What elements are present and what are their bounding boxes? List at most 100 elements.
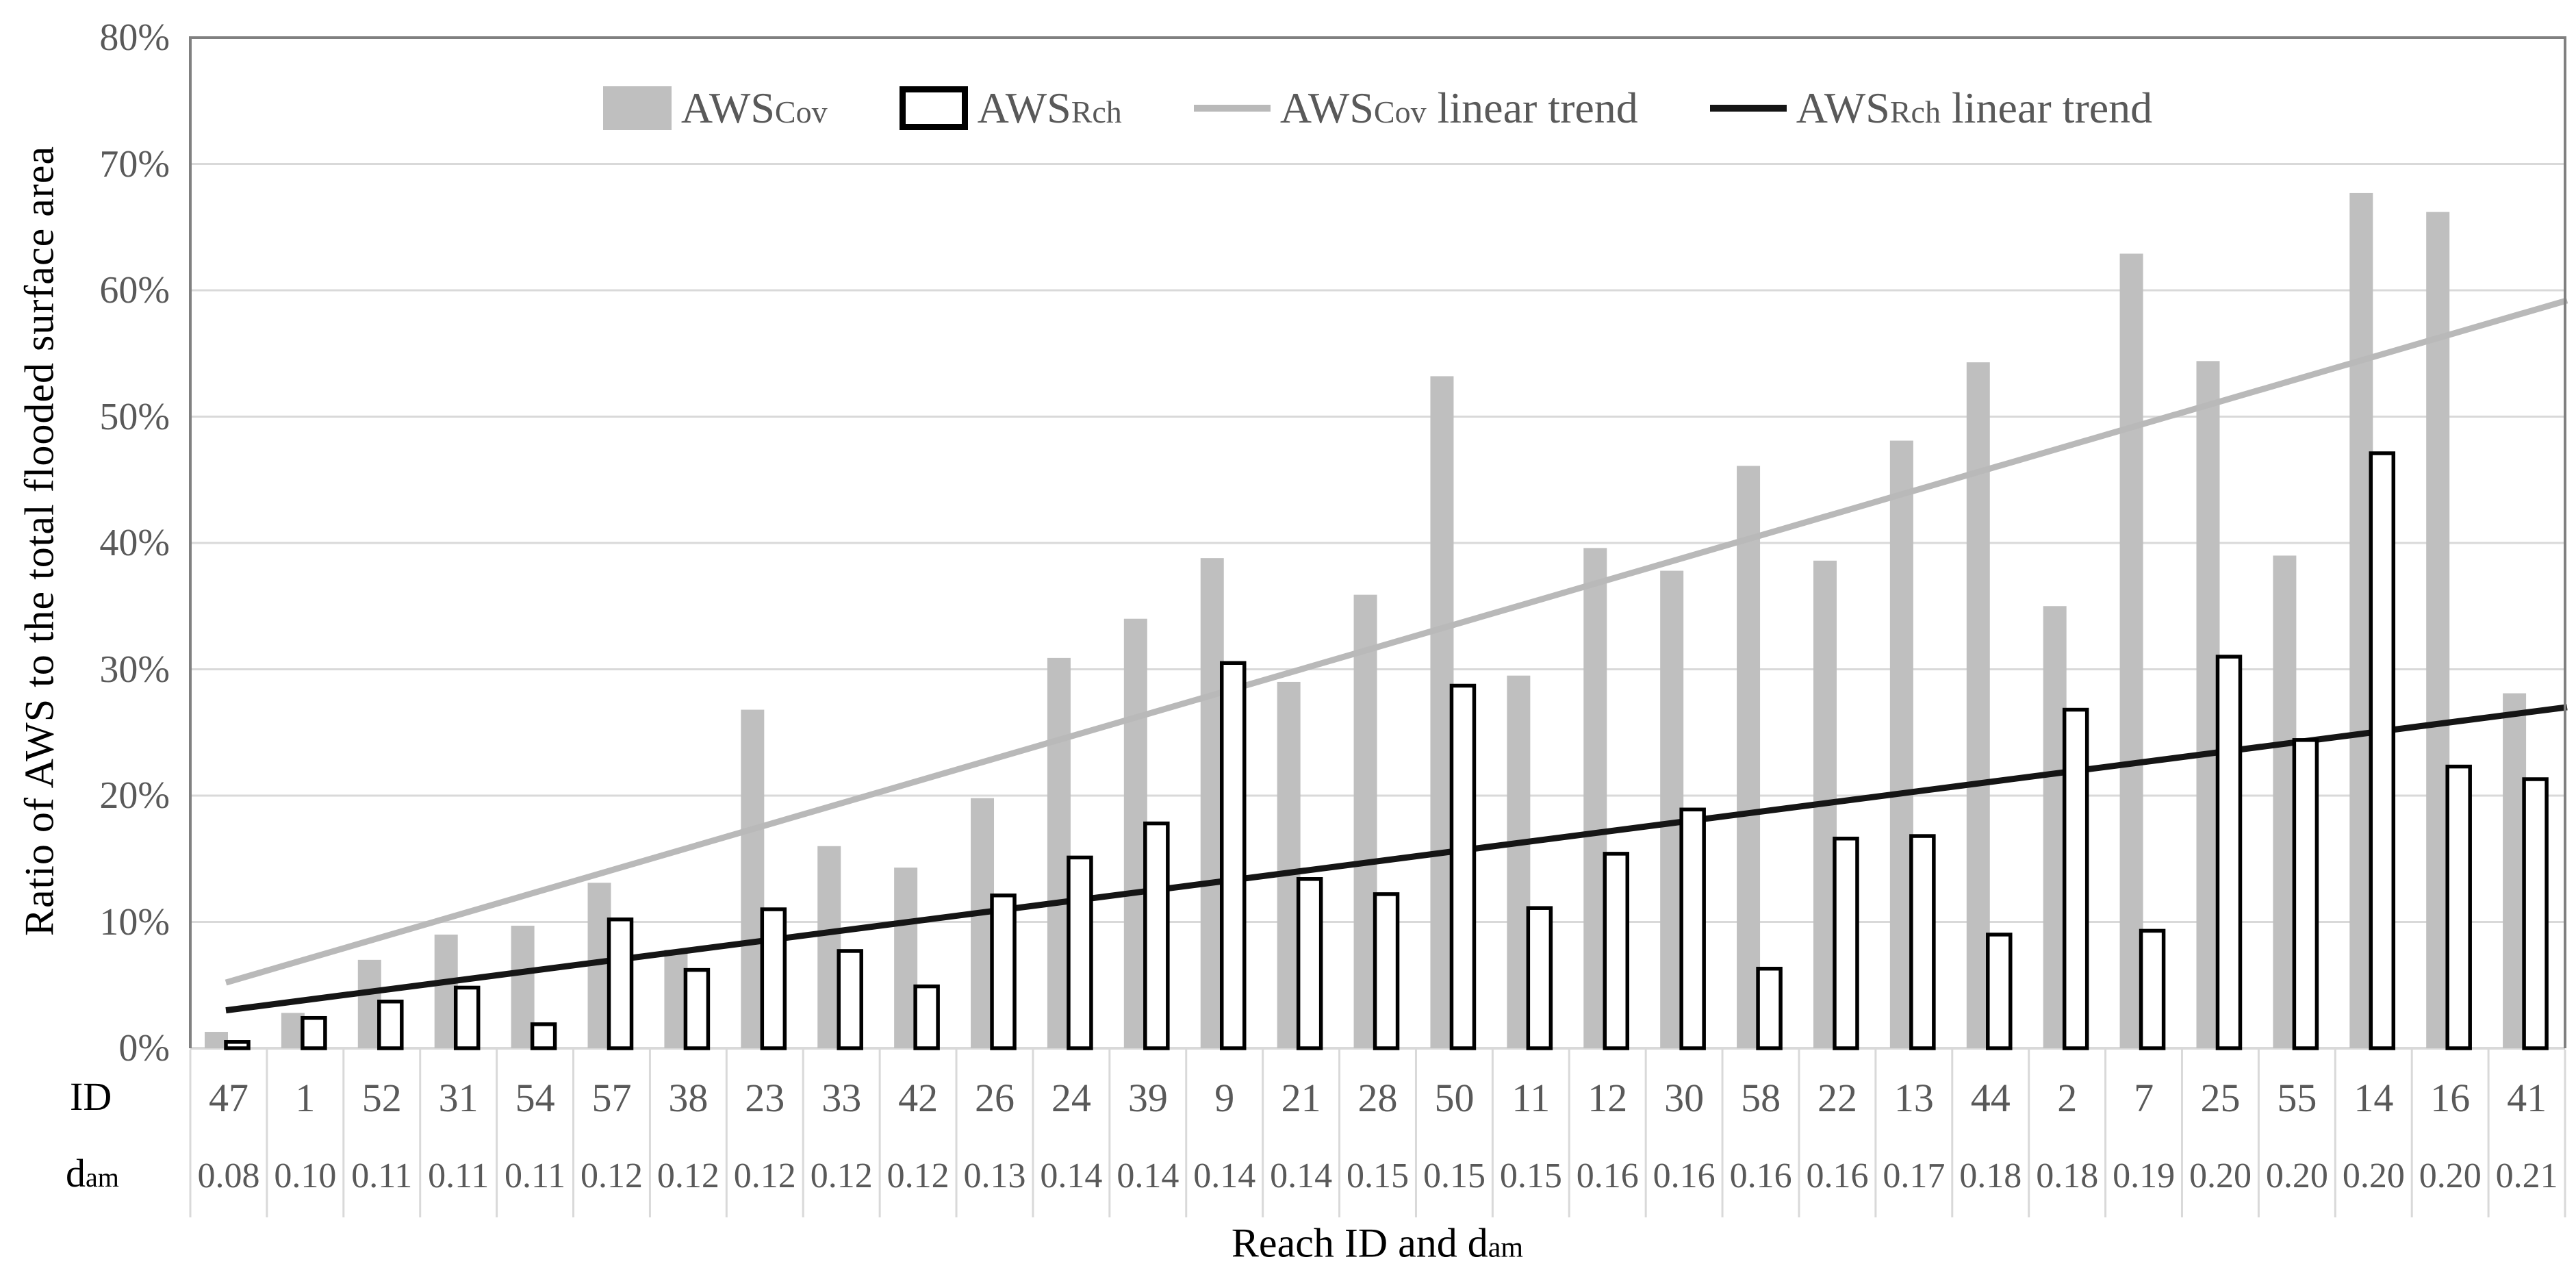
bar-awsrch-42 — [913, 984, 940, 1050]
reach-id-label: 25 — [2200, 1076, 2241, 1120]
bar-awscov-47 — [205, 1032, 228, 1048]
dam-value-label: 0.14 — [1117, 1156, 1179, 1195]
bar-awsrch-57 — [607, 917, 634, 1050]
reach-id-label: 30 — [1664, 1076, 1705, 1120]
bar-awsrch-12 — [1603, 852, 1630, 1050]
reach-id-label: 1 — [295, 1076, 316, 1120]
y-axis-tick-label: 0% — [118, 1027, 170, 1069]
reach-id-label: 26 — [975, 1076, 1015, 1120]
legend-label-awscov: AWSCov — [680, 84, 828, 132]
legend-item-awsrch: AWSRch — [899, 83, 1122, 134]
dam-value-label: 0.11 — [505, 1156, 566, 1195]
dam-value-label: 0.16 — [1653, 1156, 1716, 1195]
reach-id-label: 54 — [515, 1076, 555, 1120]
reach-id-label: 7 — [2134, 1076, 2154, 1120]
bar-awsrch-44 — [1986, 933, 2013, 1050]
reach-id-label: 16 — [2430, 1076, 2471, 1120]
reach-id-label: 23 — [745, 1076, 785, 1120]
dam-value-label: 0.18 — [2036, 1156, 2099, 1195]
bar-awsrch-9 — [1219, 661, 1247, 1050]
dam-row-label: dam — [66, 1151, 119, 1195]
dam-value-label: 0.20 — [2419, 1156, 2482, 1195]
dam-value-label: 0.13 — [963, 1156, 1026, 1195]
dam-value-label: 0.10 — [274, 1156, 337, 1195]
y-axis-tick-label: 50% — [99, 395, 170, 438]
reach-id-label: 41 — [2507, 1076, 2547, 1120]
reach-id-label: 31 — [438, 1076, 479, 1120]
y-axis-tick-label: 20% — [99, 774, 170, 817]
y-axis-tick-label: 60% — [99, 269, 170, 312]
dam-value-label: 0.15 — [1347, 1156, 1410, 1195]
reach-id-label: 58 — [1741, 1076, 1781, 1120]
bar-awsrch-55 — [2292, 738, 2319, 1050]
bar-awsrch-11 — [1526, 906, 1553, 1050]
bar-awsrch-30 — [1679, 807, 1706, 1050]
dam-value-label: 0.14 — [1040, 1156, 1103, 1195]
reach-id-label: 21 — [1281, 1076, 1321, 1120]
reach-id-label: 22 — [1817, 1076, 1857, 1120]
bar-awsrch-7 — [2139, 928, 2166, 1050]
id-row-label: ID — [70, 1074, 112, 1119]
y-axis-tick-label: 40% — [99, 522, 170, 564]
reach-id-label: 55 — [2277, 1076, 2317, 1120]
bar-awsrch-38 — [683, 967, 711, 1050]
awscov-trend-line-icon — [1193, 105, 1271, 112]
bar-awsrch-52 — [377, 999, 404, 1050]
awsrch-bar-swatch-icon — [899, 86, 968, 130]
y-axis-tick-label: 10% — [99, 900, 170, 944]
reach-id-label: 38 — [668, 1076, 709, 1120]
y-axis-tick-label: 70% — [99, 142, 170, 186]
y-axis-title: Ratio of AWS to the total flooded surfac… — [16, 145, 62, 937]
reach-id-label: 50 — [1434, 1076, 1475, 1120]
bar-awsrch-2 — [2062, 707, 2089, 1050]
reach-id-label: 44 — [1970, 1076, 2011, 1120]
awscov-bar-swatch-icon — [602, 86, 672, 130]
reach-id-label: 42 — [898, 1076, 939, 1120]
reach-id-label: 39 — [1127, 1076, 1168, 1120]
bar-awsrch-25 — [2215, 655, 2243, 1050]
bar-awscov-58 — [1737, 466, 1761, 1048]
bar-awsrch-54 — [530, 1022, 557, 1050]
dam-value-label: 0.16 — [1729, 1156, 1792, 1195]
bar-awsrch-31 — [453, 985, 481, 1050]
y-axis-tick-label: 30% — [99, 648, 170, 691]
legend-item-awscov-trend: AWSCov linear trend — [1193, 83, 1638, 134]
awsrch-trend-line-icon — [1709, 105, 1787, 112]
legend-label-awsrch-trend: AWSRch linear trend — [1796, 84, 2153, 132]
dam-value-label: 0.15 — [1499, 1156, 1562, 1195]
bar-awsrch-22 — [1833, 836, 1859, 1050]
bar-awsrch-1 — [301, 1015, 327, 1050]
dam-value-label: 0.12 — [887, 1156, 949, 1195]
bar-awsrch-33 — [837, 949, 863, 1050]
dam-value-label: 0.12 — [656, 1156, 719, 1195]
dam-value-label: 0.14 — [1270, 1156, 1333, 1195]
dam-value-label: 0.20 — [2189, 1156, 2252, 1195]
dam-value-label: 0.21 — [2495, 1156, 2558, 1195]
bar-awsrch-21 — [1296, 877, 1323, 1050]
dam-value-label: 0.20 — [2342, 1156, 2405, 1195]
dam-value-label: 0.11 — [351, 1156, 413, 1195]
x-axis-title: Reach ID and dam — [1231, 1220, 1524, 1266]
reach-id-label: 11 — [1512, 1076, 1551, 1120]
reach-id-label: 12 — [1587, 1076, 1628, 1120]
reach-id-label: 2 — [2057, 1076, 2078, 1120]
dam-value-label: 0.11 — [428, 1156, 489, 1195]
plot-frame — [189, 36, 2566, 1048]
bar-awsrch-14 — [2369, 451, 2396, 1050]
bar-awsrch-23 — [760, 907, 787, 1050]
dam-value-label: 0.14 — [1193, 1156, 1256, 1195]
bar-awsrch-28 — [1373, 892, 1400, 1050]
legend-item-awscov: AWSCov — [602, 83, 828, 134]
reach-id-label: 28 — [1357, 1076, 1398, 1120]
dam-value-label: 0.15 — [1423, 1156, 1485, 1195]
bar-awsrch-50 — [1449, 683, 1477, 1050]
bar-awsrch-16 — [2445, 764, 2472, 1050]
reach-id-label: 57 — [591, 1076, 632, 1120]
bar-awscov-7 — [2119, 253, 2143, 1048]
reach-id-row: 47 1 52 31 54 57 38 23 33 42 26 24 39 9 21 28 50 11 12 30 58… — [190, 1059, 2565, 1138]
dam-value-label: 0.12 — [733, 1156, 796, 1195]
reach-id-label: 47 — [208, 1076, 248, 1120]
dam-value-label: 0.08 — [197, 1156, 260, 1195]
